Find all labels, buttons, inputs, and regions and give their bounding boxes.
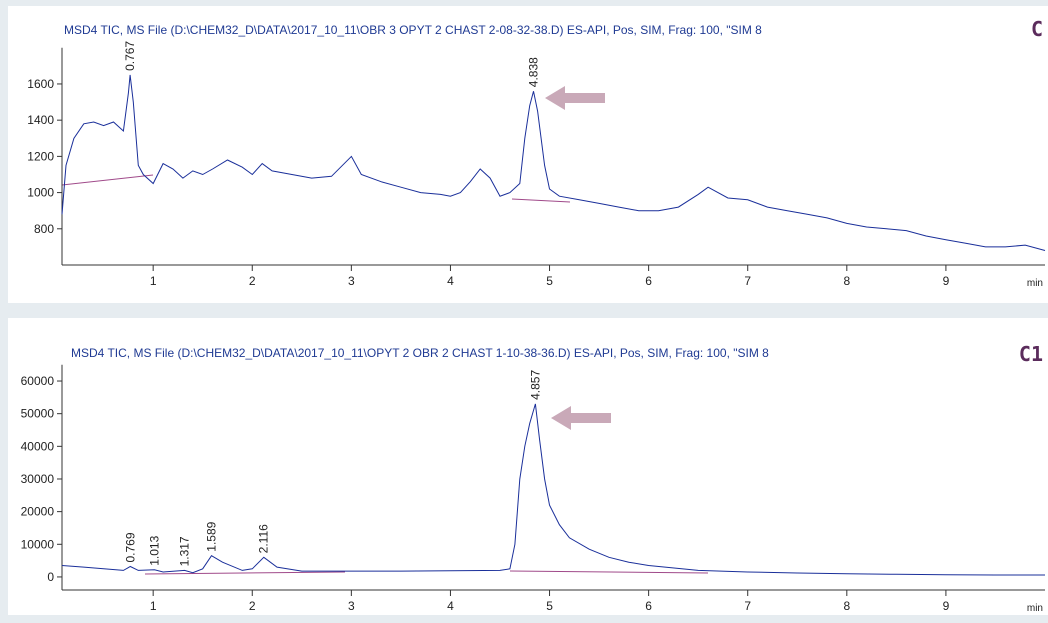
baseline (509, 570, 709, 574)
y-tick-label: 10000 (21, 537, 55, 551)
x-axis-label: min (1027, 278, 1043, 289)
y-tick-label: 1200 (27, 149, 54, 163)
panel-label: C1 (1019, 342, 1043, 366)
panel (8, 6, 1048, 303)
x-tick-label: 7 (744, 599, 751, 613)
x-tick-label: 2 (249, 274, 256, 288)
panel-label: C (1031, 17, 1043, 41)
peak-label: 1.589 (205, 521, 219, 551)
x-tick-label: 7 (744, 274, 751, 288)
peak-label: 4.838 (526, 57, 540, 87)
x-tick-label: 4 (447, 274, 454, 288)
y-tick-label: 60000 (21, 374, 55, 388)
trace (61, 403, 1045, 576)
arrow (551, 406, 611, 430)
y-tick-label: 800 (34, 222, 54, 236)
y-tick-label: 40000 (21, 439, 55, 453)
x-tick-label: 5 (546, 599, 553, 613)
chart-title: MSD4 TIC, MS File (D:\CHEM32_D\DATA\2017… (64, 23, 762, 37)
x-tick-label: 1 (150, 274, 157, 288)
peak-label: 4.857 (528, 370, 542, 400)
trace (61, 74, 1046, 251)
peak-label: 0.769 (123, 532, 137, 562)
x-tick-label: 8 (843, 599, 850, 613)
x-tick-label: 9 (943, 599, 950, 613)
y-tick-label: 20000 (21, 505, 55, 519)
charts: MSD4 TIC, MS File (D:\CHEM32_D\DATA\2017… (21, 17, 1046, 614)
y-tick-label: 30000 (21, 472, 55, 486)
x-tick-label: 4 (447, 599, 454, 613)
panel (8, 318, 1048, 615)
x-tick-label: 2 (249, 599, 256, 613)
x-tick-label: 9 (943, 274, 950, 288)
x-tick-label: 6 (645, 599, 652, 613)
x-tick-label: 8 (843, 274, 850, 288)
y-tick-label: 1000 (27, 186, 54, 200)
peak-label: 1.317 (178, 536, 192, 566)
x-tick-label: 3 (348, 274, 355, 288)
baseline (144, 571, 346, 575)
peak-label: 0.767 (123, 41, 137, 71)
arrow (545, 86, 605, 110)
peak-label: 2.116 (257, 524, 271, 553)
peak-label: 1.013 (147, 535, 161, 565)
y-tick-label: 1600 (27, 77, 54, 91)
y-tick-label: 1400 (27, 113, 54, 127)
baseline (511, 198, 571, 203)
x-axis-label: min (1027, 603, 1043, 614)
chart-title: MSD4 TIC, MS File (D:\CHEM32_D\DATA\2017… (71, 346, 769, 360)
y-tick-label: 0 (47, 570, 54, 584)
x-tick-label: 3 (348, 599, 355, 613)
x-tick-label: 5 (546, 274, 553, 288)
baseline (61, 174, 154, 186)
x-tick-label: 6 (645, 274, 652, 288)
y-tick-label: 50000 (21, 407, 55, 421)
x-tick-label: 1 (150, 599, 157, 613)
